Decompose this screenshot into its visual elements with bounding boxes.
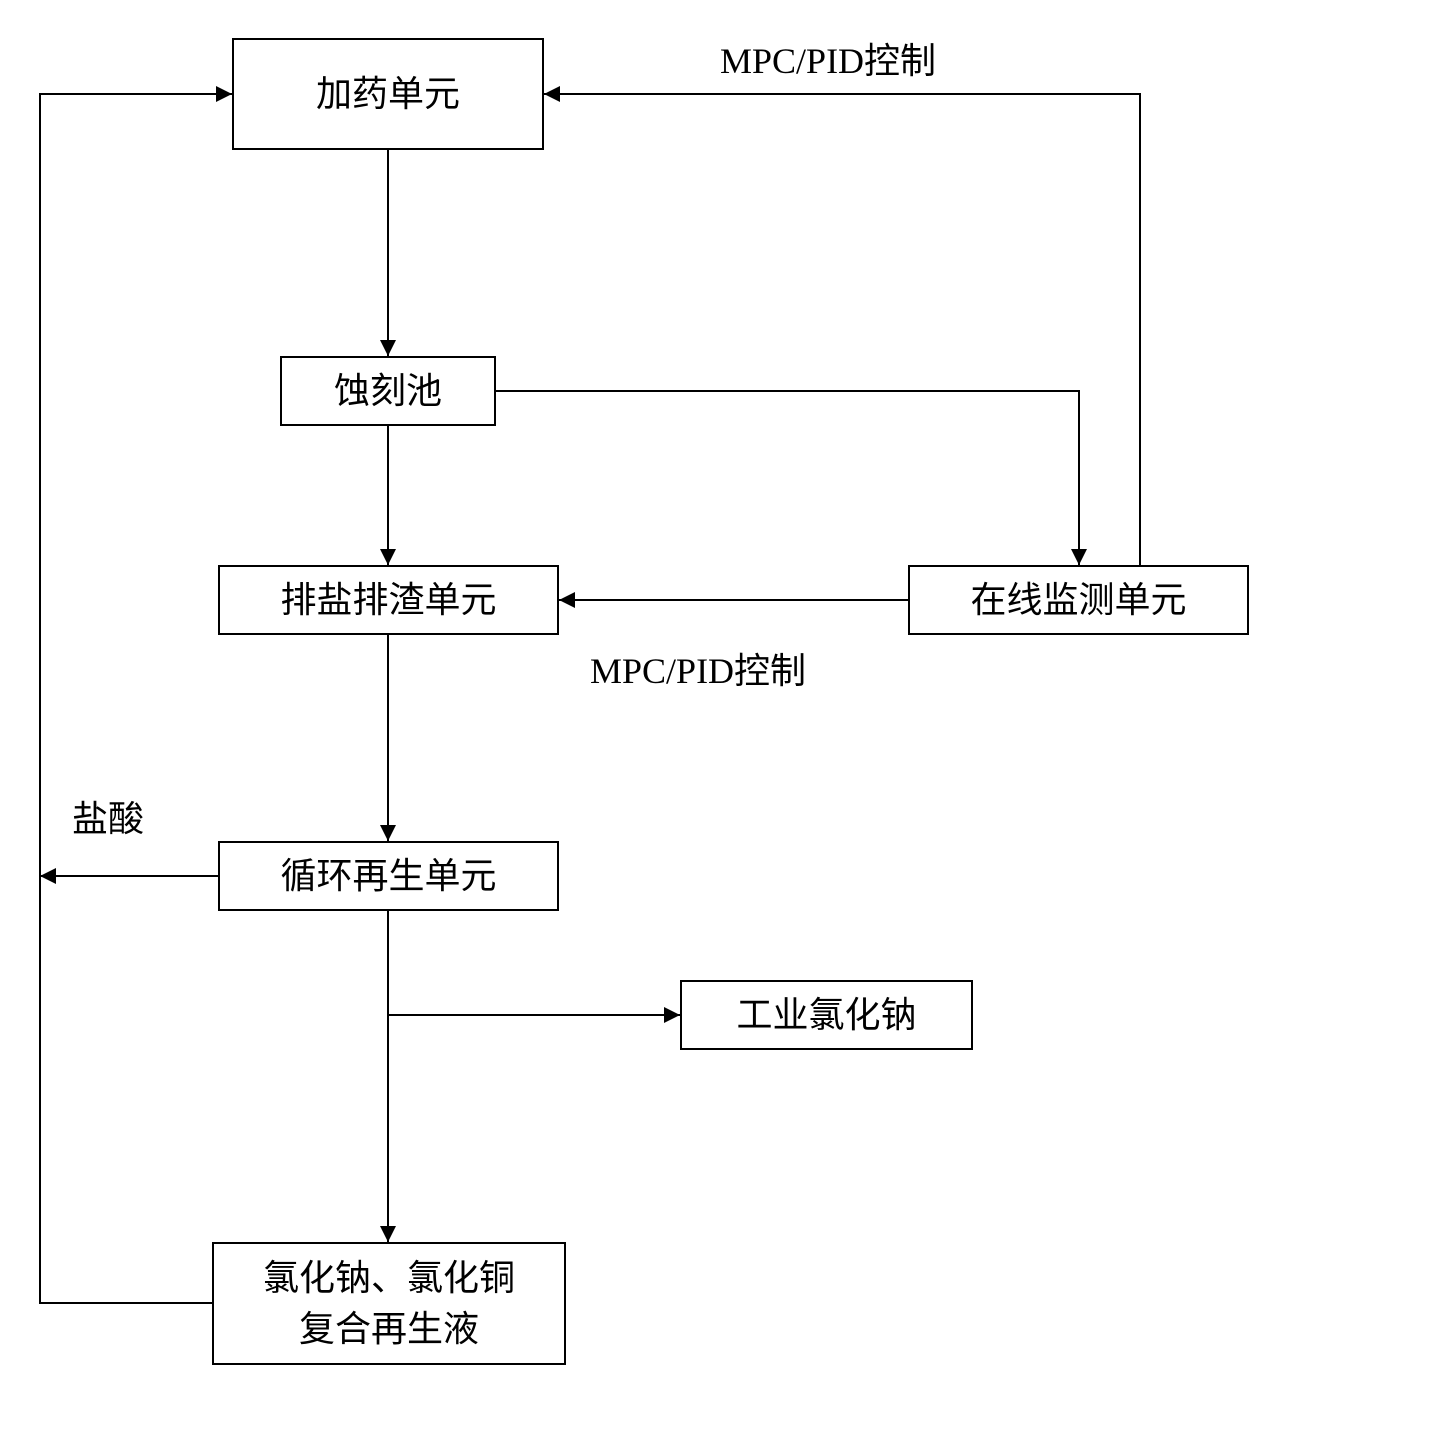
node-monitor-label: 在线监测单元 [970,575,1186,625]
node-dosing: 加药单元 [232,38,544,150]
node-nacl: 工业氯化钠 [680,980,973,1050]
label-ctrl-top: MPC/PID控制 [720,32,936,84]
node-nacl-label: 工业氯化钠 [736,990,916,1040]
node-etch: 蚀刻池 [280,356,496,426]
edges-layer [0,0,1453,1446]
node-monitor: 在线监测单元 [908,565,1249,635]
node-etch-label: 蚀刻池 [334,366,442,416]
node-compound: 氯化钠、氯化铜 复合再生液 [212,1242,566,1365]
label-hcl-text: 盐酸 [72,799,144,839]
node-discharge-label: 排盐排渣单元 [280,575,496,625]
node-dosing-label: 加药单元 [316,69,460,119]
label-ctrl-mid: MPC/PID控制 [590,642,806,694]
node-regen-label: 循环再生单元 [280,851,496,901]
node-discharge: 排盐排渣单元 [218,565,559,635]
label-ctrl-top-text: MPC/PID控制 [720,41,936,81]
node-compound-label: 氯化钠、氯化铜 复合再生液 [263,1253,515,1354]
label-hcl: 盐酸 [72,790,144,842]
label-ctrl-mid-text: MPC/PID控制 [590,651,806,691]
node-regen: 循环再生单元 [218,841,559,911]
